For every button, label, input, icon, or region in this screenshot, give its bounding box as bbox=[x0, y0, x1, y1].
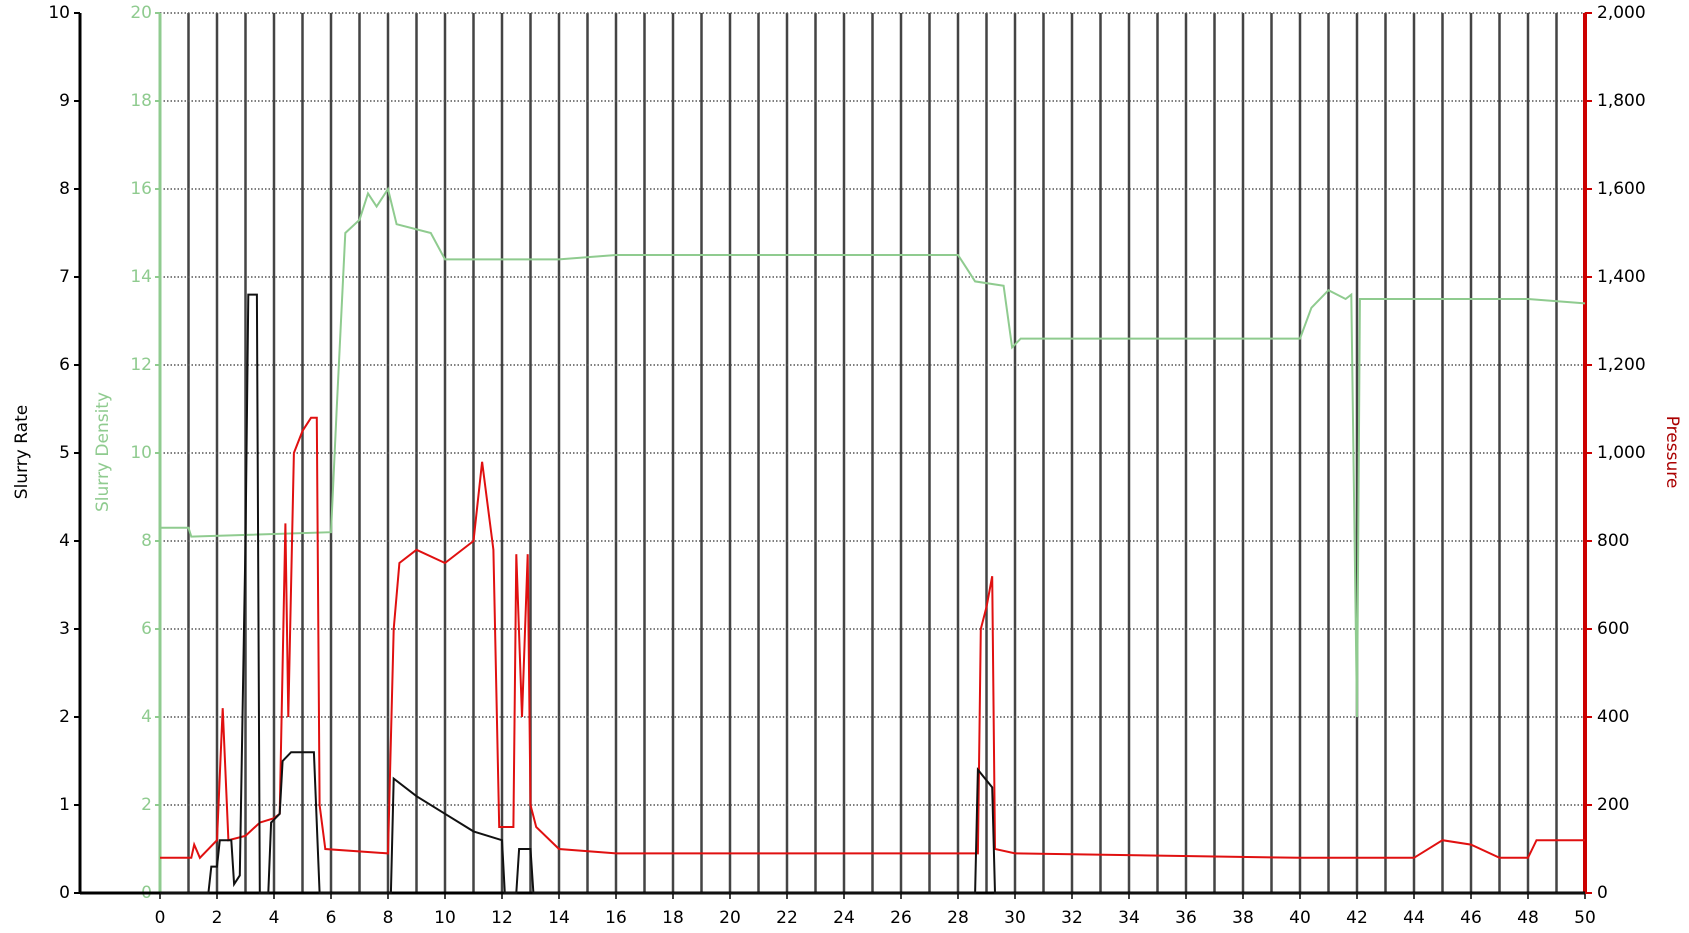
x-tick-label: 48 bbox=[1517, 908, 1539, 928]
y-tick-label: 2 bbox=[59, 707, 70, 727]
x-tick-label: 26 bbox=[890, 908, 912, 928]
y-tick-label: 6 bbox=[59, 355, 70, 375]
x-tick-label: 16 bbox=[605, 908, 627, 928]
y3-tick-label: 400 bbox=[1597, 707, 1629, 727]
x-tick-label: 28 bbox=[947, 908, 969, 928]
x-tick-label: 10 bbox=[434, 908, 456, 928]
x-tick-label: 8 bbox=[383, 908, 394, 928]
y-axis-label: Slurry Rate bbox=[12, 405, 32, 499]
y-tick-label: 5 bbox=[59, 443, 70, 463]
y-tick-label: 4 bbox=[59, 531, 70, 551]
x-tick-label: 2 bbox=[212, 908, 223, 928]
y3-tick-label: 1,000 bbox=[1597, 443, 1646, 463]
y-tick-label: 0 bbox=[59, 883, 70, 903]
y3-tick-label: 600 bbox=[1597, 619, 1629, 639]
x-tick-label: 36 bbox=[1175, 908, 1197, 928]
x-tick-label: 38 bbox=[1232, 908, 1254, 928]
series-line bbox=[160, 416, 1585, 860]
y2-tick-label: 14 bbox=[130, 267, 152, 287]
x-tick-label: 46 bbox=[1460, 908, 1482, 928]
y2-tick-label: 20 bbox=[130, 3, 152, 23]
x-tick-label: 24 bbox=[833, 908, 855, 928]
y3-tick-label: 1,200 bbox=[1597, 355, 1646, 375]
y-tick-label: 3 bbox=[59, 619, 70, 639]
y3-tick-label: 2,000 bbox=[1597, 3, 1646, 23]
x-tick-label: 12 bbox=[491, 908, 513, 928]
y-tick-label: 8 bbox=[59, 179, 70, 199]
y-tick-label: 7 bbox=[59, 267, 70, 287]
y3-axis-label: Pressure bbox=[1662, 416, 1682, 489]
x-tick-label: 6 bbox=[326, 908, 337, 928]
y2-tick-label: 4 bbox=[141, 707, 152, 727]
x-tick-label: 44 bbox=[1403, 908, 1425, 928]
y2-axis-label: Slurry Density bbox=[93, 392, 113, 512]
x-tick-label: 14 bbox=[548, 908, 570, 928]
x-tick-label: 32 bbox=[1061, 908, 1083, 928]
y2-tick-label: 16 bbox=[130, 179, 152, 199]
x-tick-label: 30 bbox=[1004, 908, 1026, 928]
y3-tick-label: 0 bbox=[1597, 883, 1608, 903]
y-tick-label: 10 bbox=[48, 3, 70, 23]
y3-tick-label: 200 bbox=[1597, 795, 1629, 815]
y-tick-label: 9 bbox=[59, 91, 70, 111]
x-tick-label: 42 bbox=[1346, 908, 1368, 928]
y3-tick-label: 800 bbox=[1597, 531, 1629, 551]
y2-tick-label: 8 bbox=[141, 531, 152, 551]
x-tick-label: 50 bbox=[1574, 908, 1596, 928]
x-tick-label: 18 bbox=[662, 908, 684, 928]
y2-tick-label: 10 bbox=[130, 443, 152, 463]
x-tick-label: 34 bbox=[1118, 908, 1140, 928]
y3-tick-label: 1,800 bbox=[1597, 91, 1646, 111]
y2-tick-label: 12 bbox=[130, 355, 152, 375]
y2-tick-label: 6 bbox=[141, 619, 152, 639]
x-tick-label: 0 bbox=[155, 908, 166, 928]
x-tick-label: 4 bbox=[269, 908, 280, 928]
x-tick-label: 40 bbox=[1289, 908, 1311, 928]
x-tick-label: 20 bbox=[719, 908, 741, 928]
y3-tick-label: 1,600 bbox=[1597, 179, 1646, 199]
y2-tick-label: 2 bbox=[141, 795, 152, 815]
y2-tick-label: 18 bbox=[130, 91, 152, 111]
y-tick-label: 1 bbox=[59, 795, 70, 815]
y3-tick-label: 1,400 bbox=[1597, 267, 1646, 287]
series-line bbox=[160, 293, 1585, 894]
series-line bbox=[160, 186, 1586, 718]
x-tick-label: 22 bbox=[776, 908, 798, 928]
